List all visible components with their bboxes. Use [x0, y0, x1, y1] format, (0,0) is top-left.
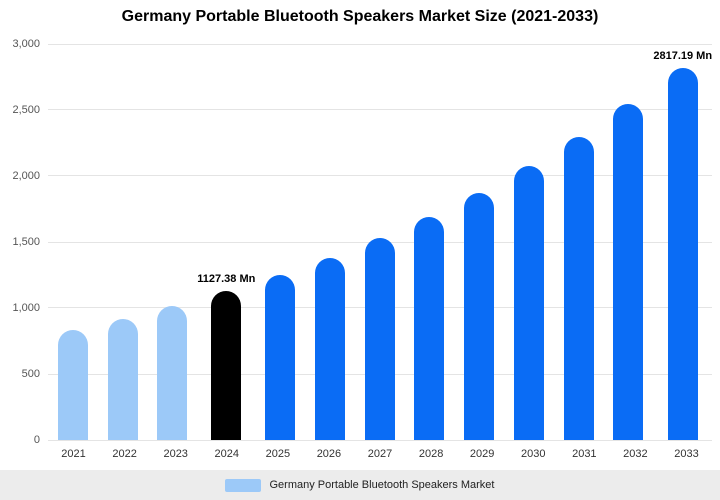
bar-2024 [211, 291, 242, 440]
gridline [48, 43, 712, 45]
gridline [48, 175, 712, 177]
y-tick-label: 1,000 [12, 301, 40, 314]
legend-strip: Germany Portable Bluetooth Speakers Mark… [0, 470, 720, 500]
plot-area: 1127.38 Mn 2817.19 Mn [48, 43, 712, 441]
bar-2031 [563, 136, 594, 440]
gridline [48, 109, 712, 111]
y-tick-label: 1,500 [12, 236, 40, 248]
legend-item[interactable]: Germany Portable Bluetooth Speakers Mark… [225, 478, 495, 492]
bar-2023 [157, 306, 188, 440]
x-tick-label-2025: 2025 [265, 448, 291, 460]
x-tick-label-2029: 2029 [469, 448, 495, 460]
bar-column-2025 [255, 44, 305, 440]
y-tick-label: 2,500 [12, 103, 40, 116]
bar-column-2021 [48, 44, 98, 440]
bar-column-2031 [554, 44, 604, 440]
y-tick-label: 0 [33, 434, 40, 446]
bar-2033 [667, 68, 698, 440]
bar-column-2033: 2817.19 Mn [653, 44, 712, 440]
chart-title: Germany Portable Bluetooth Speakers Mark… [121, 8, 599, 25]
bar-column-2023 [148, 44, 198, 440]
y-tick-label: 500 [21, 368, 40, 380]
y-tick-label: 2,000 [12, 169, 40, 182]
x-tick-label-2031: 2031 [572, 448, 597, 460]
x-tick-label-2021: 2021 [61, 448, 86, 460]
x-axis-labels: 2021 2022 2023 2024 2025 2026 2027 2028 2029 2030… [48, 448, 712, 460]
x-tick-label-2026: 2026 [316, 448, 342, 460]
bar-2027 [364, 238, 395, 440]
bar-2022 [107, 318, 138, 440]
bar-2025 [265, 275, 296, 440]
bar-column-2027 [355, 44, 405, 440]
legend-swatch-icon [225, 478, 262, 492]
legend-label: Germany Portable Bluetooth Speakers Mark… [269, 479, 495, 491]
bar-column-2029 [454, 44, 504, 440]
bar-column-2026 [305, 44, 355, 440]
bar-value-label-2024: 1127.38 Mn [197, 273, 256, 286]
y-axis-labels: 3,000 2,500 2,000 1,500 1,000 500 0 [0, 38, 42, 446]
bar-2030 [513, 166, 544, 440]
bar-2028 [414, 216, 445, 440]
x-tick-label-2032: 2032 [623, 448, 648, 460]
bar-2026 [314, 257, 345, 440]
bar-column-2028 [405, 44, 455, 440]
x-tick-label-2023: 2023 [163, 448, 188, 460]
bar-column-2030 [504, 44, 554, 440]
bar-2021 [57, 330, 88, 440]
bar-column-2024: 1127.38 Mn [197, 44, 255, 440]
x-tick-label-2030: 2030 [521, 448, 546, 460]
bar-value-label-2033: 2817.19 Mn [653, 50, 713, 63]
bar-2032 [613, 104, 644, 440]
x-tick-label-2027: 2027 [367, 448, 393, 460]
y-tick-label: 3,000 [12, 38, 40, 50]
bar-2029 [464, 192, 495, 440]
x-tick-label-2033: 2033 [674, 448, 699, 460]
x-tick-label-2022: 2022 [112, 448, 137, 460]
x-tick-label-2024: 2024 [214, 448, 240, 460]
bar-series: 1127.38 Mn 2817.19 Mn [48, 44, 712, 440]
gridline [48, 439, 712, 441]
bar-column-2032 [604, 44, 654, 440]
bar-column-2022 [98, 44, 148, 440]
x-tick-label-2028: 2028 [418, 448, 444, 460]
